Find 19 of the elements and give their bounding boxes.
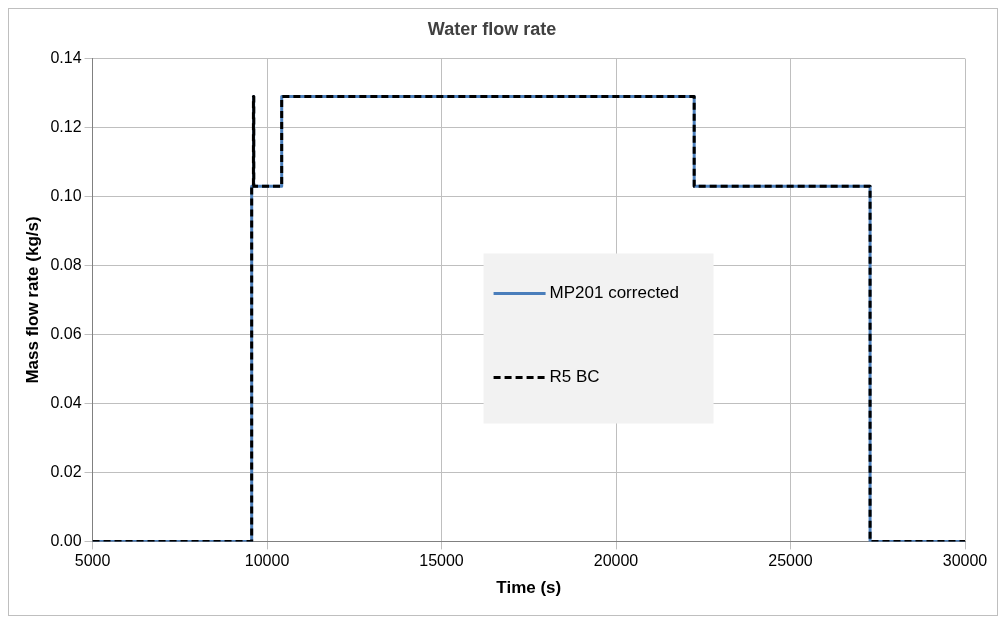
y-tick-label: 0.14 xyxy=(50,49,82,67)
y-tick-label: 0.10 xyxy=(50,186,82,204)
legend-label: R5 BC xyxy=(549,367,600,387)
x-tick-label: 15000 xyxy=(419,552,464,570)
y-axis-title: Mass flow rate (kg/s) xyxy=(22,216,42,384)
x-tick-label: 5000 xyxy=(74,552,111,570)
y-tick-label: 0.00 xyxy=(50,531,82,549)
x-tick-label: 30000 xyxy=(942,552,988,570)
x-axis-title: Time (s) xyxy=(496,578,562,598)
legend-label: MP201 corrected xyxy=(549,283,680,303)
y-tick-label: 0.12 xyxy=(50,117,82,135)
y-tick-label: 0.06 xyxy=(50,324,82,342)
x-tick-label: 25000 xyxy=(768,552,813,570)
y-tick-label: 0.08 xyxy=(50,255,82,273)
x-tick-label: 10000 xyxy=(244,552,290,570)
x-tick-label: 20000 xyxy=(593,552,639,570)
y-tick-label: 0.02 xyxy=(50,462,82,480)
chart-title: Water flow rate xyxy=(427,18,557,39)
y-tick-label: 0.04 xyxy=(50,393,82,411)
